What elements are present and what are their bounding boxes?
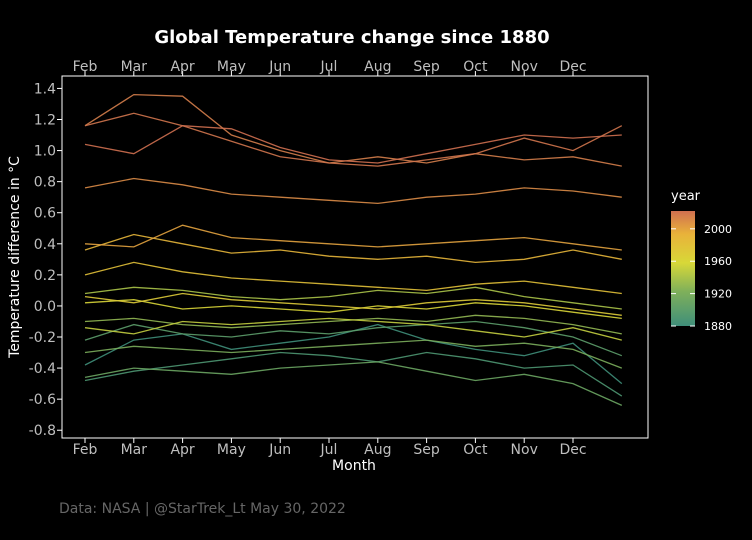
chart-title: Global Temperature change since 1880 bbox=[154, 27, 549, 48]
legend-colorbar bbox=[671, 211, 695, 326]
x-top-tick-label: Aug bbox=[364, 59, 391, 75]
x-bottom-tick-label: Sep bbox=[413, 442, 440, 458]
series-line-1950 bbox=[84, 317, 622, 341]
x-bottom-tick-label: Jun bbox=[268, 442, 291, 458]
y-tick-label: -0.6 bbox=[29, 392, 56, 408]
x-top-tick-label: Feb bbox=[73, 59, 98, 75]
legend-title: year bbox=[671, 189, 701, 204]
y-axis-label: Temperature difference in °C bbox=[7, 156, 23, 359]
series-line-1990 bbox=[84, 233, 622, 264]
legend: year 2000 1960 1920 1880 bbox=[671, 189, 732, 333]
y-tick-label: -0.8 bbox=[29, 423, 56, 439]
y-tick-label: 0.8 bbox=[34, 175, 56, 191]
series-line-1900 bbox=[84, 320, 623, 357]
x-top-tick-label: Sep bbox=[413, 59, 440, 75]
x-top-tick-label: Nov bbox=[511, 59, 538, 75]
x-axis-label: Month bbox=[332, 458, 376, 474]
series-line-2000 bbox=[84, 224, 622, 251]
series-line-2020 bbox=[84, 112, 623, 167]
series-line-2010 bbox=[84, 177, 622, 205]
y-tick-label: 1.0 bbox=[34, 144, 56, 160]
legend-tick-label: 1880 bbox=[704, 320, 732, 333]
y-tick-label: -0.4 bbox=[29, 361, 56, 377]
series-line-2022 bbox=[84, 125, 622, 164]
x-bottom-tick-label: Feb bbox=[73, 442, 98, 458]
x-top-tick-label: Mar bbox=[121, 59, 148, 75]
legend-tick-label: 1920 bbox=[704, 288, 732, 301]
x-bottom-tick-label: May bbox=[217, 442, 246, 458]
x-bottom-tick-label: Aug bbox=[364, 442, 391, 458]
x-bottom-tick-label: Apr bbox=[170, 442, 194, 458]
series-line-1890 bbox=[84, 351, 623, 397]
x-bottom-tick-label: Mar bbox=[121, 442, 148, 458]
y-tick-label: 0.2 bbox=[34, 268, 56, 284]
x-axis-top: Feb Mar Apr May Jun Jul Aug Sep Oct Nov Dec bbox=[73, 59, 587, 76]
y-tick-label: 1.4 bbox=[34, 81, 56, 97]
series-line-2016 bbox=[84, 93, 622, 167]
series-line-1980 bbox=[84, 261, 622, 295]
y-tick-label: 1.2 bbox=[34, 113, 56, 129]
x-top-tick-label: Apr bbox=[170, 59, 194, 75]
x-top-tick-label: Jun bbox=[268, 59, 291, 75]
x-bottom-tick-label: Nov bbox=[511, 442, 538, 458]
y-tick-label: 0.0 bbox=[34, 299, 56, 315]
series-line-1920 bbox=[84, 339, 623, 369]
x-axis-bottom: Feb Mar Apr May Jun Jul Aug Sep Oct Nov Dec bbox=[73, 438, 587, 458]
legend-tick-label: 1960 bbox=[704, 255, 732, 268]
y-axis: -0.8 -0.6 -0.4 -0.2 0.0 0.2 0.4 0.6 0.8 1.0 1.2 1.4 bbox=[29, 81, 62, 439]
x-top-tick-label: Jul bbox=[320, 59, 338, 75]
series-line-1960 bbox=[84, 299, 622, 320]
series-line-1940 bbox=[84, 286, 622, 310]
series-line-1910 bbox=[84, 361, 623, 406]
y-tick-label: -0.2 bbox=[29, 330, 56, 346]
x-bottom-tick-label: Jul bbox=[320, 442, 338, 458]
series-layer bbox=[84, 93, 623, 406]
legend-tick-label: 2000 bbox=[704, 223, 732, 236]
x-bottom-tick-label: Dec bbox=[559, 442, 586, 458]
x-top-tick-label: May bbox=[217, 59, 246, 75]
x-top-tick-label: Dec bbox=[559, 59, 586, 75]
plot-frame bbox=[61, 75, 649, 439]
y-tick-label: 0.6 bbox=[34, 206, 56, 222]
series-line-1970 bbox=[84, 292, 622, 316]
y-tick-label: 0.4 bbox=[34, 237, 56, 253]
caption: Data: NASA | @StarTrek_Lt May 30, 2022 bbox=[59, 501, 346, 517]
x-top-tick-label: Oct bbox=[463, 59, 488, 75]
x-bottom-tick-label: Oct bbox=[463, 442, 488, 458]
legend-ticks: 2000 1960 1920 1880 bbox=[671, 223, 732, 333]
